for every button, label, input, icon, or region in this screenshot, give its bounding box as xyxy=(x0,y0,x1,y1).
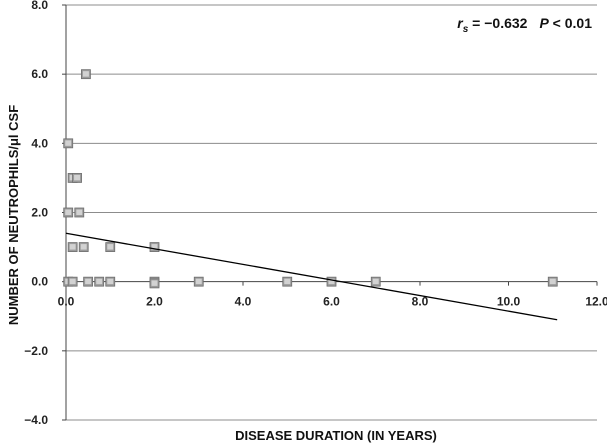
data-point xyxy=(370,276,381,287)
p-symbol: P xyxy=(539,15,549,31)
data-point xyxy=(547,276,558,287)
trend-line xyxy=(65,232,558,321)
data-point xyxy=(81,69,91,80)
data-point xyxy=(83,276,94,287)
r-symbol: r xyxy=(457,15,464,31)
x-tick-label: 12.0 xyxy=(585,295,607,309)
data-point xyxy=(282,276,293,287)
data-point xyxy=(105,276,116,287)
y-tick-label: 0.0 xyxy=(31,275,48,289)
y-tick-label: −2.0 xyxy=(24,344,48,358)
x-tick-label: 0.0 xyxy=(58,295,75,309)
data-point xyxy=(63,207,74,218)
data-point xyxy=(149,278,160,289)
x-tick-label: 10.0 xyxy=(497,295,521,309)
x-tick-label: 4.0 xyxy=(235,295,252,309)
grid-lines xyxy=(66,4,597,421)
y-tick-label: 2.0 xyxy=(31,206,48,220)
data-point xyxy=(72,173,82,183)
r-subscript: s xyxy=(463,24,469,35)
data-point xyxy=(193,276,204,287)
y-axis-title: NUMBER OF NEUTROPHILS/μl CSF xyxy=(6,105,21,325)
data-points xyxy=(63,69,558,289)
y-tick-label: −4.0 xyxy=(24,413,48,427)
r-value: = −0.632 xyxy=(468,15,527,31)
p-value: < 0.01 xyxy=(549,15,592,31)
data-point xyxy=(78,242,89,252)
data-point xyxy=(74,207,85,218)
x-axis-title: DISEASE DURATION (IN YEARS) xyxy=(235,428,437,443)
y-tick-label: 8.0 xyxy=(31,0,48,12)
data-point xyxy=(67,276,78,287)
correlation-annotation: rs = −0.632 P < 0.01 xyxy=(457,15,592,35)
x-tick-label: 8.0 xyxy=(412,295,429,309)
y-tick-labels: 8.0 6.0 4.0 2.0 0.0 −2.0 −4.0 xyxy=(24,0,66,427)
data-point xyxy=(67,242,78,252)
data-point xyxy=(94,276,105,287)
x-tick-label: 2.0 xyxy=(146,295,163,309)
data-point xyxy=(326,276,337,287)
data-point xyxy=(149,242,160,252)
y-tick-label: 4.0 xyxy=(31,136,48,150)
x-tick-label: 6.0 xyxy=(323,295,340,309)
y-tick-label: 6.0 xyxy=(31,67,48,81)
data-point xyxy=(63,138,74,149)
data-point xyxy=(105,242,116,252)
x-tick-labels: 0.0 2.0 4.0 6.0 8.0 10.0 12.0 xyxy=(58,281,607,309)
